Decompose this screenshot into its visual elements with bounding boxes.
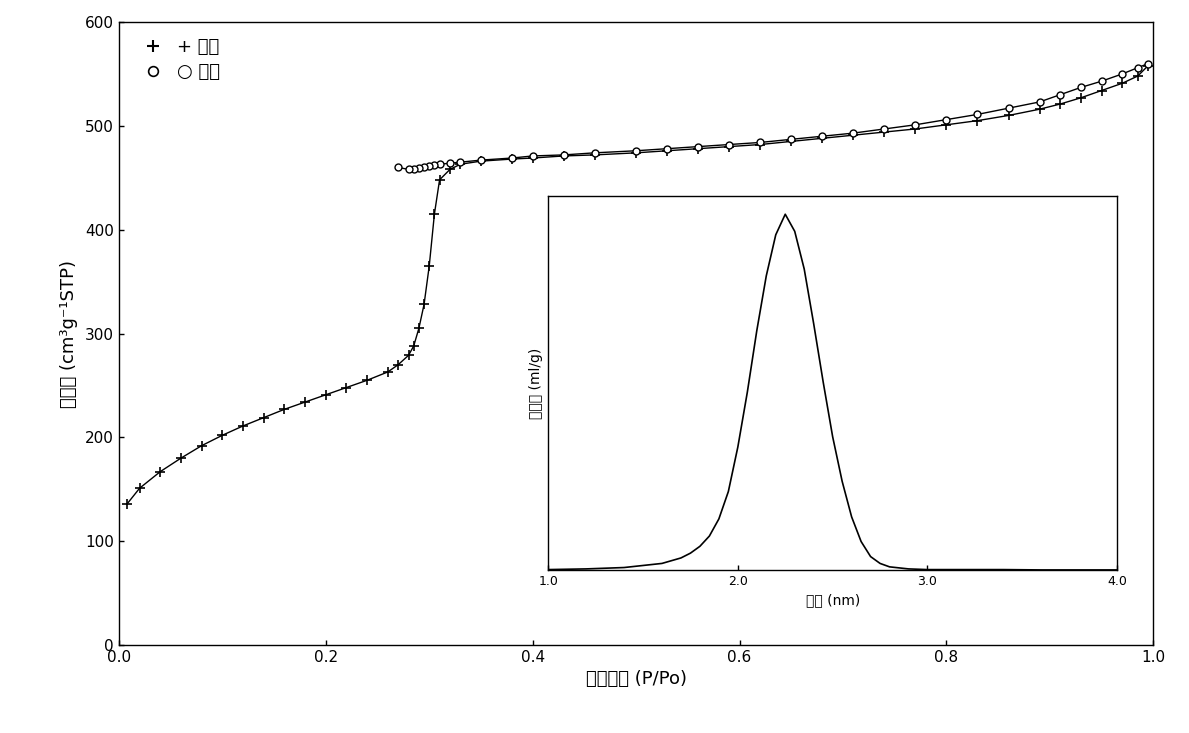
X-axis label: 相对压力 (P/Po): 相对压力 (P/Po) — [586, 671, 686, 688]
Legend: + 吸附, ○ 脱附: + 吸附, ○ 脱附 — [128, 31, 227, 89]
Y-axis label: 吸附量 (cm³g⁻¹STP): 吸附量 (cm³g⁻¹STP) — [61, 259, 78, 408]
